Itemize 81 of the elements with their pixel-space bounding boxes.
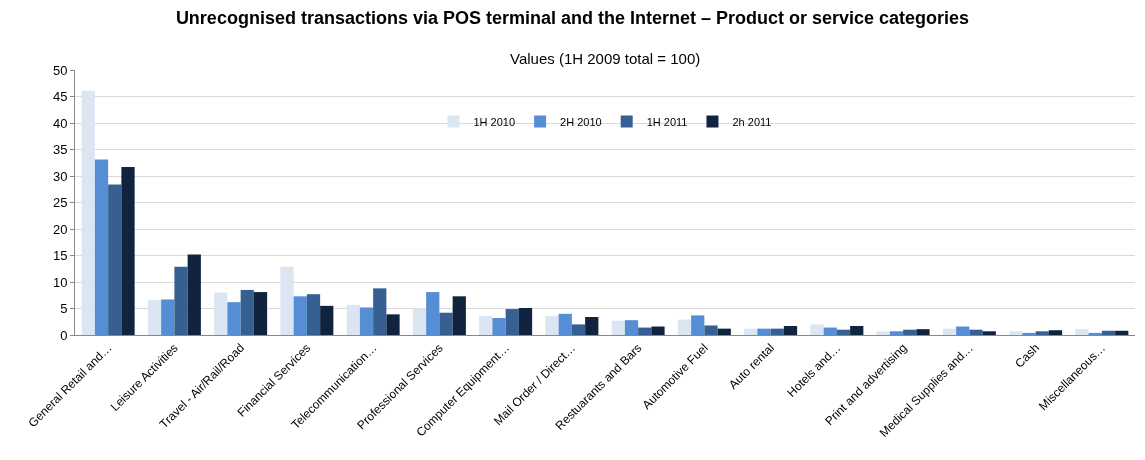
y-tick-label: 30: [52, 168, 68, 184]
bar: [942, 328, 957, 335]
bar: [744, 328, 758, 335]
bar: [240, 289, 254, 335]
bar: [373, 288, 387, 335]
bar: [147, 300, 162, 335]
bar: [479, 315, 493, 335]
bar: [108, 184, 122, 335]
bar: [1075, 329, 1089, 335]
bar: [1022, 332, 1036, 335]
bar: [850, 325, 864, 335]
y-tick-label: 15: [52, 248, 68, 264]
bar: [439, 312, 453, 335]
bar: [306, 294, 321, 335]
bar: [810, 324, 824, 335]
bar: [1088, 332, 1102, 335]
bar: [518, 307, 533, 335]
bar: [293, 296, 307, 335]
bar: [81, 90, 95, 335]
bar: [691, 315, 705, 335]
bar: [889, 331, 904, 335]
bar: [876, 331, 890, 335]
bar: [545, 315, 559, 335]
bar: [94, 159, 109, 335]
bar: [956, 326, 970, 335]
bar: [174, 266, 188, 335]
bar: [412, 308, 427, 335]
bar: [757, 328, 771, 335]
bar: [346, 304, 360, 335]
bar: [214, 292, 228, 335]
bar: [227, 302, 241, 335]
bar: [638, 327, 652, 335]
y-tick-label: 0: [60, 327, 68, 343]
bar: [916, 329, 930, 335]
bar: [558, 313, 572, 335]
bar: [1048, 330, 1063, 335]
bar: [187, 254, 201, 335]
bar: [280, 266, 294, 335]
bar: [359, 307, 374, 335]
bar: [320, 305, 334, 335]
bar: [386, 314, 400, 335]
bar: [677, 319, 692, 335]
y-tick-label: 40: [52, 115, 68, 131]
legend-label: 1H 2011: [646, 115, 688, 128]
bar: [969, 329, 983, 335]
legend-label: 2h 2011: [732, 115, 772, 128]
bar: [571, 324, 586, 335]
bar: [651, 326, 665, 335]
chart-title: Unrecognised transactions via POS terminal and the Internet – Product or service categories: [175, 8, 970, 29]
bar: [1115, 330, 1129, 335]
bar: [492, 318, 506, 335]
bar: [717, 328, 731, 335]
bar: [1101, 330, 1116, 335]
bar: [505, 309, 519, 335]
bar: [426, 292, 440, 335]
legend-label: 1H 2010: [473, 115, 516, 128]
bar: [770, 328, 784, 335]
bar: [121, 166, 135, 335]
y-tick-label: 20: [52, 221, 68, 237]
y-tick-label: 10: [52, 274, 68, 290]
chart-subtitle: Values (1H 2009 total = 100): [510, 50, 701, 67]
bar: [903, 329, 917, 335]
bar: [452, 296, 466, 335]
y-tick-label: 25: [52, 195, 68, 211]
y-tick-label: 50: [52, 62, 68, 78]
bar: [253, 292, 268, 335]
bar: [1009, 331, 1023, 335]
legend-label: 2H 2010: [560, 115, 602, 128]
bar: [836, 329, 851, 335]
y-tick-label: 5: [60, 301, 68, 317]
y-tick-label: 35: [52, 142, 68, 158]
bar: [161, 299, 175, 335]
y-tick-label: 45: [52, 89, 68, 105]
bar: [624, 320, 639, 335]
bar: [704, 325, 718, 335]
bar: [585, 316, 599, 335]
bar: [611, 320, 625, 335]
bar: [823, 327, 837, 335]
bar: [982, 331, 996, 335]
bar: [783, 325, 798, 335]
bar: [1035, 331, 1049, 335]
